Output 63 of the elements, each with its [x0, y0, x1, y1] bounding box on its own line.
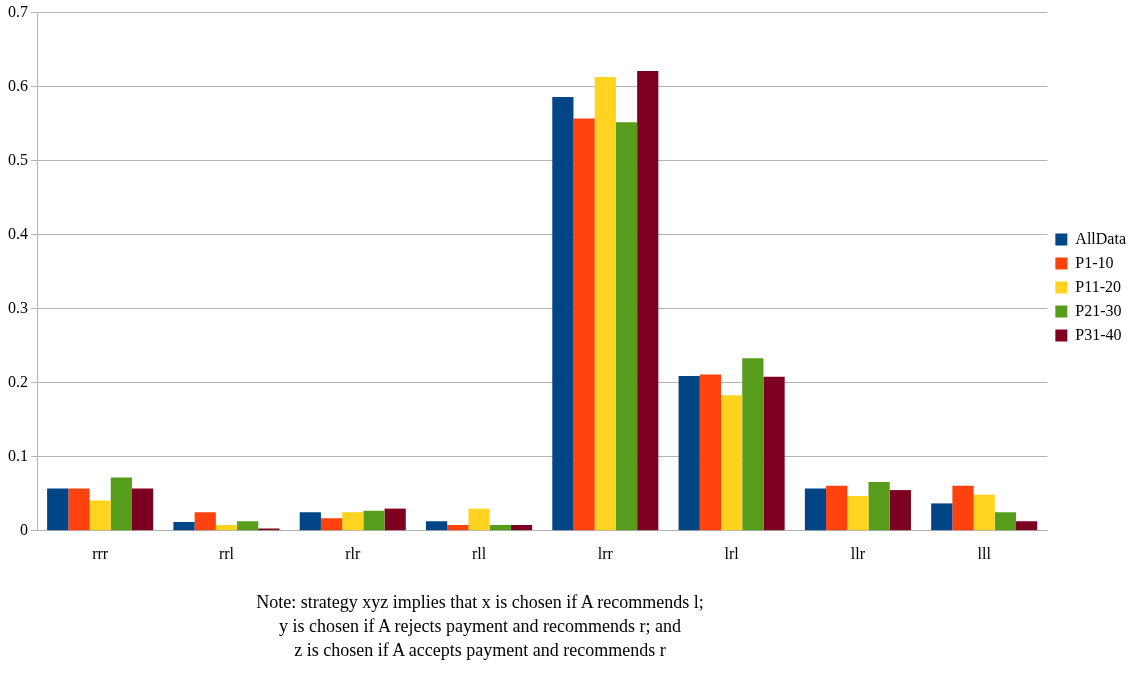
- bar: [447, 524, 469, 531]
- bar: [868, 481, 890, 531]
- bar: [510, 524, 533, 531]
- y-tick-label: 0.1: [8, 446, 28, 464]
- bar: [489, 524, 511, 531]
- bar: [678, 376, 700, 531]
- bar: [131, 488, 154, 531]
- legend-label: P31-40: [1075, 325, 1122, 343]
- legend-label: AllData: [1075, 229, 1127, 247]
- bar: [742, 358, 764, 531]
- bar: [299, 512, 321, 531]
- legend-label: P11-20: [1075, 277, 1121, 295]
- bar: [804, 488, 827, 531]
- bar: [931, 503, 953, 531]
- bar: [173, 521, 195, 531]
- bar: [889, 490, 911, 531]
- bar: [320, 518, 343, 531]
- bar: [194, 512, 216, 531]
- x-tick-label: lrr: [597, 544, 614, 562]
- y-tick-label: 0.7: [8, 2, 28, 20]
- bar: [973, 494, 995, 531]
- bar: [468, 508, 490, 531]
- x-tick-label: rrl: [218, 544, 235, 562]
- bar: [552, 96, 574, 531]
- bar: [615, 122, 638, 531]
- y-tick-label: 0.2: [8, 372, 28, 390]
- x-tick-label: llr: [850, 544, 866, 562]
- y-tick-label: 0.6: [8, 76, 28, 94]
- x-tick-label: lll: [977, 544, 992, 562]
- legend-label: P21-30: [1075, 301, 1122, 319]
- bar: [425, 521, 448, 531]
- bar: [847, 496, 869, 531]
- bar: [826, 485, 848, 531]
- x-tick-label: lrl: [724, 544, 740, 562]
- bar: [994, 512, 1017, 531]
- y-tick-label: 0: [20, 521, 28, 538]
- bar: [215, 524, 238, 531]
- bar: [237, 521, 259, 531]
- y-tick-label: 0.3: [8, 298, 28, 316]
- bar: [110, 477, 132, 531]
- bar: [594, 77, 616, 531]
- bar: [573, 118, 595, 531]
- text: y is chosen if A rejects payment and recommends r; and: [278, 615, 682, 638]
- legend-label: P1-10: [1075, 253, 1114, 271]
- y-tick-label: 0.4: [8, 224, 28, 242]
- y-tick-label: 0.5: [8, 150, 28, 168]
- bar: [721, 395, 743, 531]
- bar: [637, 71, 659, 531]
- x-tick-label: rrr: [92, 544, 109, 562]
- x-tick-label: rlr: [345, 544, 361, 562]
- text: Note: strategy xyz implies that x is chosen if A recommends l;: [255, 591, 705, 614]
- bar: [699, 374, 722, 531]
- bar: [342, 512, 364, 531]
- text: z is chosen if A accepts payment and recommends r: [293, 639, 667, 662]
- x-tick-label: rll: [471, 544, 487, 562]
- bar: [68, 488, 90, 531]
- bar: [763, 376, 785, 531]
- bar: [89, 500, 111, 531]
- bar: [47, 488, 69, 531]
- bar: [1016, 521, 1038, 531]
- bar: [384, 508, 406, 531]
- bar: [952, 485, 974, 531]
- bar: [363, 510, 385, 531]
